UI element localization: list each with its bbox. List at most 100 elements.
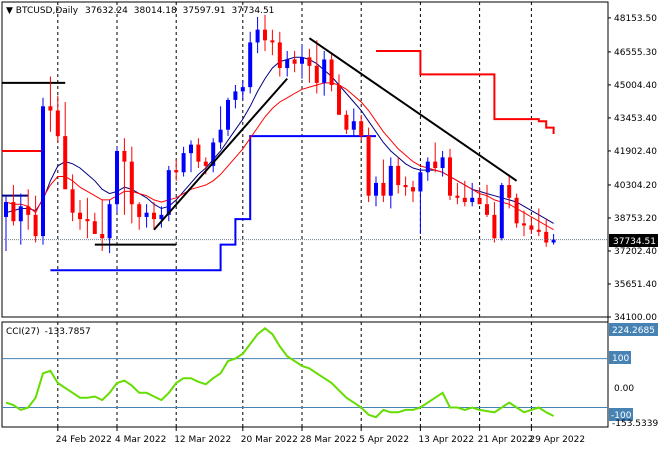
candle-body: [440, 157, 445, 169]
cci-value: -133.7857: [45, 327, 91, 337]
cci-current-label: -153.5339: [612, 419, 658, 429]
candle-body: [307, 57, 312, 66]
candle-body: [499, 185, 504, 239]
cci-panel-frame: [1, 321, 609, 428]
candle-body: [344, 114, 349, 130]
price-axis: 48153.50 46555.30 45004.40 43453.40 41902.40…: [608, 14, 657, 323]
last-price-badge: 37734.51: [609, 234, 658, 247]
cci-zero-label: 0.00: [614, 384, 634, 394]
y-tick-label: 34100.00: [614, 313, 657, 323]
candle-body: [544, 231, 549, 243]
candle-body: [226, 99, 230, 130]
candle-body: [203, 161, 208, 166]
y-tick-label: 37202.40: [614, 247, 657, 257]
candle-body: [85, 219, 90, 222]
cci-badge-plus100: 100: [609, 351, 631, 364]
candle-body: [388, 165, 393, 196]
downtrend-line: [308, 37, 518, 182]
candle-body: [455, 195, 460, 198]
candle-body: [26, 206, 31, 215]
candles: [4, 14, 556, 254]
cci-badge-top-label: 224.2685: [612, 326, 655, 336]
x-tick-label: 28 Mar 2022: [300, 435, 357, 445]
x-tick-label: 21 Apr 2022: [478, 435, 534, 445]
candle-body: [92, 221, 97, 234]
candle-body: [70, 189, 75, 213]
candle-body: [78, 212, 82, 220]
y-tick-label: 40304.20: [614, 181, 657, 191]
cci-badge-minus100: -100: [609, 408, 633, 421]
candle-body: [462, 197, 467, 203]
chart-symbol-icon: ▼: [6, 6, 16, 16]
candle-body: [381, 182, 386, 196]
candle-body: [137, 204, 142, 217]
y-tick-label: 38753.20: [614, 214, 657, 224]
candle-body: [396, 165, 401, 186]
time-axis: 24 Feb 2022 4 Mar 2022 12 Mar 2022 20 Mar 2…: [56, 427, 585, 445]
candle-body: [240, 87, 245, 92]
candle-body: [248, 42, 253, 88]
candle-body: [55, 110, 60, 137]
upper-band-line: [376, 50, 555, 134]
candle-body: [159, 214, 164, 220]
y-tick-label: 45004.40: [614, 81, 657, 91]
candle-body: [181, 153, 186, 173]
candle-body: [292, 59, 297, 64]
y-tick-label: 46555.30: [614, 48, 657, 58]
candle-body: [485, 204, 489, 215]
candle-body: [63, 136, 68, 190]
x-tick-label: 29 Apr 2022: [529, 435, 585, 445]
cci-line: [5, 327, 555, 419]
candle-body: [425, 161, 430, 173]
cci-label: CCI(27): [6, 327, 40, 337]
candle-body: [218, 129, 223, 143]
candle-body: [314, 65, 319, 83]
indicator-lines: [2, 50, 555, 272]
x-tick-label: 20 Mar 2022: [241, 435, 298, 445]
ohlc-high: 38014.18: [134, 6, 177, 16]
candle-body: [351, 121, 356, 130]
candle-body: [166, 170, 171, 215]
x-tick-label: 13 Apr 2022: [418, 435, 474, 445]
cci-badge-plus100-label: 100: [612, 354, 629, 364]
ohlc-low: 37597.91: [183, 6, 226, 16]
candle-body: [11, 202, 16, 222]
candle-body: [366, 136, 371, 196]
cci-indicator: [2, 327, 608, 419]
candle-body: [477, 197, 482, 205]
uptrend-line: [153, 77, 288, 231]
candle-body: [144, 212, 149, 217]
candle-body: [522, 223, 526, 226]
candle-body: [152, 212, 156, 220]
candle-body: [233, 91, 238, 100]
candle-body: [403, 185, 408, 188]
x-tick-label: 24 Feb 2022: [56, 435, 112, 445]
candle-body: [285, 59, 290, 68]
candle-body: [529, 225, 534, 230]
candle-body: [129, 161, 134, 205]
ohlc-open: 37632.24: [85, 6, 128, 16]
fast-moving-average: [5, 82, 554, 231]
lower-band-line: [50, 135, 376, 272]
candle-body: [211, 142, 216, 166]
candle-body: [507, 185, 512, 198]
cci-badge-minus100-label: -100: [611, 411, 632, 421]
candle-body: [255, 29, 260, 43]
candle-body: [418, 172, 423, 192]
x-tick-label: 12 Mar 2022: [174, 435, 231, 445]
candle-body: [122, 150, 127, 162]
candle-body: [514, 197, 519, 224]
y-tick-label: 41902.40: [614, 147, 657, 157]
candle-body: [4, 202, 8, 217]
candle-body: [492, 214, 497, 239]
cci-header: CCI(27) -133.7857: [6, 327, 91, 337]
chart-symbol: BTCUSD,Daily: [16, 6, 79, 16]
chart-header: ▼ BTCUSD,Daily 37632.24 38014.18 37597.9…: [6, 6, 274, 16]
candle-body: [100, 233, 105, 239]
candle-body: [48, 106, 53, 111]
x-tick-label: 5 Apr 2022: [359, 435, 409, 445]
candle-body: [196, 144, 201, 162]
candle-body: [174, 170, 179, 173]
candle-body: [329, 59, 334, 86]
